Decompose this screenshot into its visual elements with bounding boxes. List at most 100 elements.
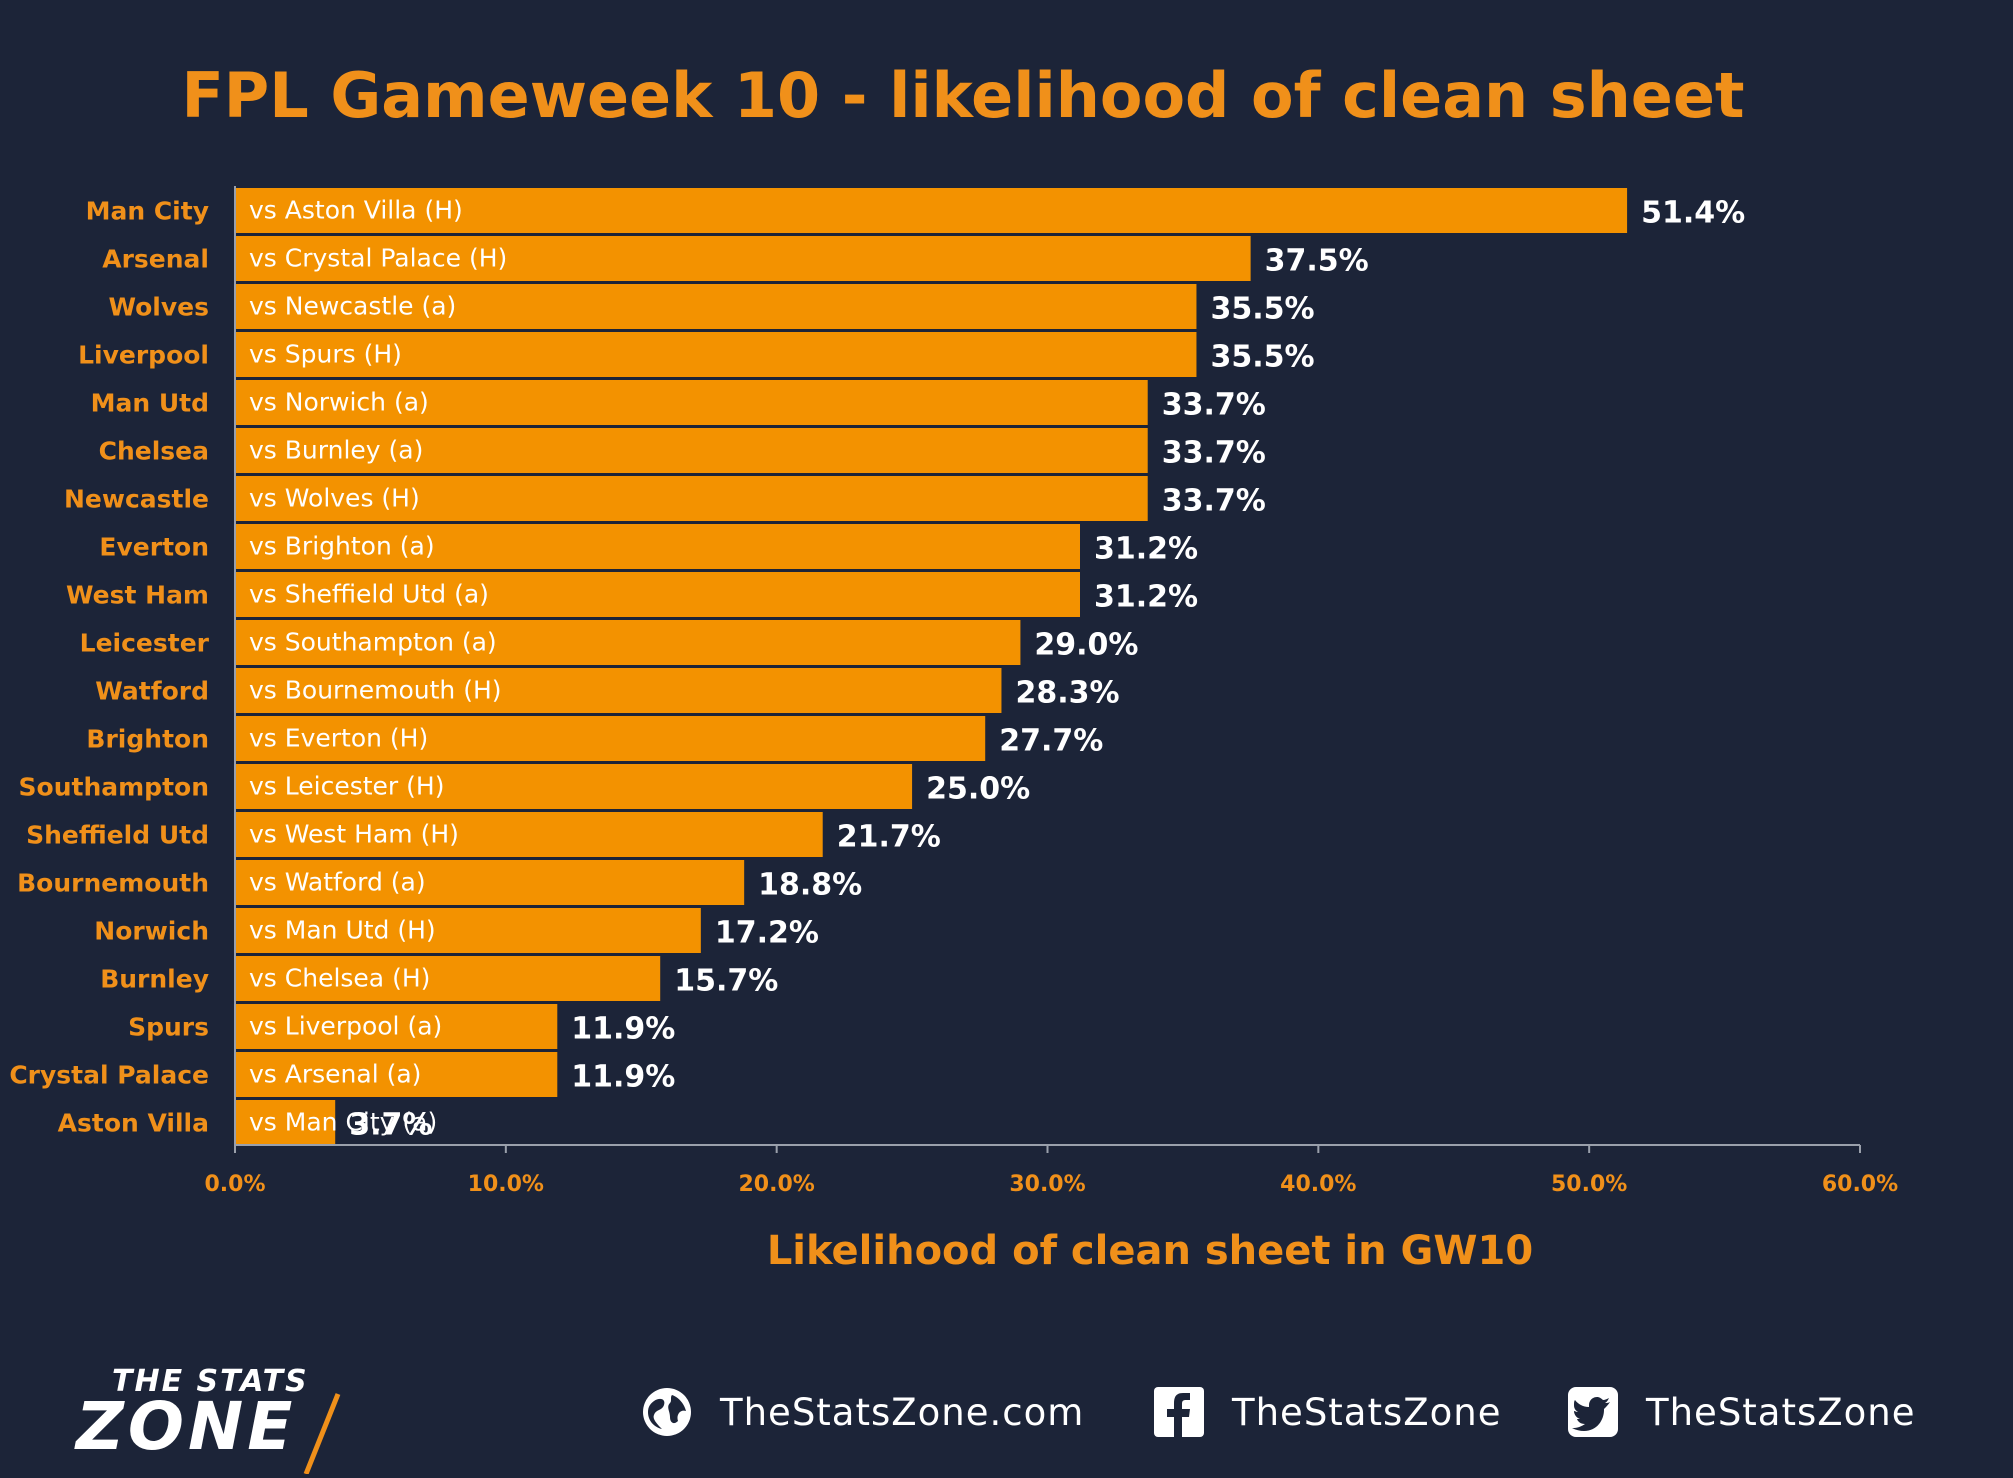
x-tick-label: 10.0% xyxy=(468,1172,544,1197)
fixture-label: vs Chelsea (H) xyxy=(249,964,430,993)
value-label: 27.7% xyxy=(999,724,1103,759)
team-label: Watford xyxy=(95,677,209,706)
bar-2 xyxy=(235,236,1251,281)
value-label: 33.7% xyxy=(1162,484,1266,519)
bar-8 xyxy=(235,524,1080,569)
x-tick-label: 0.0% xyxy=(204,1172,265,1197)
fixture-label: vs Wolves (H) xyxy=(249,484,420,513)
bar-13 xyxy=(235,764,913,809)
fixture-label: vs Southampton (a) xyxy=(249,628,497,657)
value-label: 51.4% xyxy=(1641,196,1745,231)
value-label: 33.7% xyxy=(1162,436,1266,471)
website-label: TheStatsZone.com xyxy=(720,1390,1085,1434)
value-label: 37.5% xyxy=(1265,244,1369,279)
fixture-label: vs Liverpool (a) xyxy=(249,1012,442,1041)
value-label: 25.0% xyxy=(926,772,1030,807)
team-label: Arsenal xyxy=(102,245,209,274)
team-label: Aston Villa xyxy=(58,1109,209,1138)
team-label: West Ham xyxy=(66,581,209,610)
twitter-link[interactable]: TheStatsZone xyxy=(1566,1384,1915,1440)
team-label: Wolves xyxy=(108,293,209,322)
logo-top-text: THE STATS xyxy=(112,1364,309,1399)
bar-3 xyxy=(235,284,1197,329)
team-label: Crystal Palace xyxy=(9,1061,209,1090)
value-label: 31.2% xyxy=(1094,580,1198,615)
x-tick-label: 40.0% xyxy=(1280,1172,1356,1197)
team-label: Leicester xyxy=(80,629,210,658)
value-label: 29.0% xyxy=(1034,628,1138,663)
value-label: 11.9% xyxy=(571,1012,675,1047)
bar-9 xyxy=(235,572,1080,617)
website-link[interactable]: TheStatsZone.com xyxy=(640,1384,1084,1440)
fixture-label: vs Crystal Palace (H) xyxy=(249,244,507,273)
team-label: Brighton xyxy=(86,725,209,754)
fixture-label: vs Aston Villa (H) xyxy=(249,196,463,225)
logo-swoosh xyxy=(278,1393,379,1474)
fixture-label: vs Man Utd (H) xyxy=(249,916,436,945)
bar-10 xyxy=(235,620,1021,665)
team-label: Chelsea xyxy=(99,437,209,466)
team-label: Norwich xyxy=(94,917,209,946)
fixture-label: vs Arsenal (a) xyxy=(249,1060,421,1089)
fixture-label: vs Spurs (H) xyxy=(249,340,402,369)
bar-18 xyxy=(235,1004,558,1049)
twitter-icon xyxy=(1566,1385,1620,1439)
stats-zone-logo: THE STATS ZONE xyxy=(76,1364,426,1474)
bar-5 xyxy=(235,380,1148,425)
bar-17 xyxy=(235,956,661,1001)
x-axis-label: Likelihood of clean sheet in GW10 xyxy=(767,1228,1533,1274)
team-label: Liverpool xyxy=(78,341,209,370)
team-label: Bournemouth xyxy=(17,869,209,898)
team-label: Newcastle xyxy=(64,485,209,514)
value-label: 3.7% xyxy=(349,1108,432,1143)
fixture-label: vs Watford (a) xyxy=(249,868,426,897)
team-label: Man Utd xyxy=(91,389,209,418)
fixture-label: vs Norwich (a) xyxy=(249,388,429,417)
bar-19 xyxy=(235,1052,558,1097)
x-tick-label: 30.0% xyxy=(1009,1172,1085,1197)
fixture-label: vs Bournemouth (H) xyxy=(249,676,502,705)
fixture-label: vs Sheffield Utd (a) xyxy=(249,580,489,609)
value-label: 35.5% xyxy=(1210,340,1314,375)
fixture-label: vs Everton (H) xyxy=(249,724,428,753)
team-label: Sheffield Utd xyxy=(26,821,209,850)
bar-16 xyxy=(235,908,701,953)
bar-12 xyxy=(235,716,986,761)
x-tick-label: 50.0% xyxy=(1551,1172,1627,1197)
fixture-label: vs Man City (a) xyxy=(249,1108,437,1137)
bar-1 xyxy=(235,188,1628,233)
x-tick-label: 20.0% xyxy=(739,1172,815,1197)
bar-7 xyxy=(235,476,1148,521)
value-label: 33.7% xyxy=(1162,388,1266,423)
bar-4 xyxy=(235,332,1197,377)
x-tick-label: 60.0% xyxy=(1822,1172,1898,1197)
value-label: 18.8% xyxy=(758,868,862,903)
team-label: Man City xyxy=(86,197,209,226)
fixture-label: vs West Ham (H) xyxy=(249,820,459,849)
facebook-icon xyxy=(1152,1385,1206,1439)
value-label: 31.2% xyxy=(1094,532,1198,567)
footer: THE STATS ZONE TheStatsZone.com xyxy=(0,1340,2013,1474)
fixture-label: vs Burnley (a) xyxy=(249,436,423,465)
team-label: Southampton xyxy=(19,773,209,802)
chart-title: FPL Gameweek 10 - likelihood of clean sh… xyxy=(181,59,1744,132)
value-label: 17.2% xyxy=(715,916,819,951)
fixture-label: vs Brighton (a) xyxy=(249,532,435,561)
team-label: Spurs xyxy=(128,1013,209,1042)
bar-14 xyxy=(235,812,823,857)
fixture-label: vs Newcastle (a) xyxy=(249,292,456,321)
bar-11 xyxy=(235,668,1002,713)
value-label: 11.9% xyxy=(571,1060,675,1095)
logo-bottom-text: ZONE xyxy=(76,1388,297,1465)
team-label: Everton xyxy=(99,533,209,562)
value-label: 28.3% xyxy=(1015,676,1119,711)
twitter-label: TheStatsZone xyxy=(1646,1390,1916,1434)
facebook-link[interactable]: TheStatsZone xyxy=(1152,1384,1501,1440)
value-label: 15.7% xyxy=(674,964,778,999)
bar-20 xyxy=(235,1100,336,1145)
value-label: 35.5% xyxy=(1210,292,1314,327)
globe-icon xyxy=(640,1385,694,1439)
fixture-label: vs Leicester (H) xyxy=(249,772,444,801)
